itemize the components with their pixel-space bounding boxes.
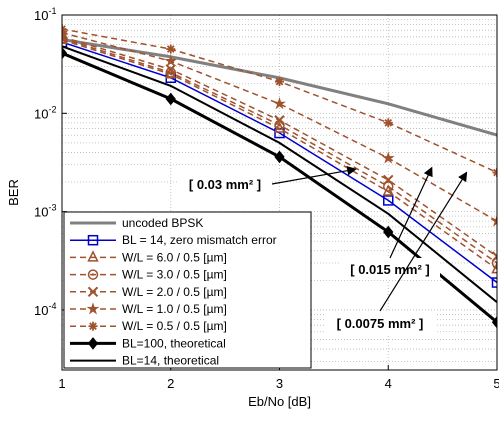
annotation-arrow — [379, 171, 468, 312]
data-point — [490, 214, 497, 227]
x-tick-label: 2 — [167, 376, 174, 391]
annotation-box — [340, 258, 440, 280]
data-point — [275, 77, 284, 87]
data-point — [164, 54, 178, 67]
legend-label: uncoded BPSK — [122, 216, 203, 230]
y-tick-label: 10-4 — [34, 301, 56, 318]
legend-label: W/L = 3.0 / 0.5 [µm] — [122, 268, 227, 282]
y-tick-label: 10-1 — [34, 6, 56, 23]
annotation-box — [179, 173, 271, 195]
y-tick-label: 10-2 — [34, 104, 56, 121]
data-point — [383, 181, 394, 192]
data-point — [383, 225, 394, 239]
legend-marker — [87, 269, 99, 280]
series-line — [62, 31, 497, 222]
annotation-label: [ 0.03 mm² ] — [189, 177, 261, 192]
legend-marker — [87, 337, 99, 350]
annotations: [ 0.03 mm² ] [ 0.015 mm² ] [ 0.0075 mm² ] — [179, 165, 468, 334]
series-line — [62, 39, 497, 270]
data-point — [383, 118, 393, 128]
legend: uncoded BPSK BL = 14, zero mismatch error… — [63, 211, 312, 369]
legend-label: W/L = 2.0 / 0.5 [µm] — [122, 285, 227, 299]
x-tick-label: 4 — [385, 376, 392, 391]
legend-label: W/L = 0.5 / 0.5 [µm] — [122, 319, 227, 333]
data-point — [383, 174, 394, 186]
data-point — [491, 277, 497, 288]
data-point — [165, 92, 176, 106]
legend-marker — [87, 250, 99, 262]
x-axis-label: Eb/No [dB] — [248, 394, 311, 409]
data-point — [273, 97, 286, 110]
legend-marker — [87, 234, 99, 246]
annotation-label: [ 0.015 mm² ] — [350, 262, 429, 277]
legend-label: W/L = 6.0 / 0.5 [µm] — [122, 250, 227, 264]
annotation-label: [ 0.0075 mm² ] — [337, 316, 424, 331]
data-point — [383, 195, 394, 206]
x-tick-label: 3 — [276, 376, 283, 391]
legend-marker — [88, 321, 98, 331]
data-point — [274, 115, 285, 126]
legend-marker — [86, 302, 100, 315]
legend-label: BL=14, theoretical — [122, 354, 219, 368]
data-point — [492, 168, 497, 178]
legend-marker — [87, 286, 99, 298]
data-point — [273, 121, 286, 133]
data-point — [491, 315, 497, 329]
annotation-arrow — [389, 166, 433, 259]
legend-label: BL=100, theoretical — [122, 336, 226, 350]
data-point — [166, 44, 176, 54]
y-tick-label: 10-3 — [34, 203, 56, 220]
annotation-box — [324, 312, 436, 334]
x-tick-label: 1 — [58, 376, 65, 391]
data-point — [381, 151, 395, 164]
data-point — [274, 150, 285, 164]
data-point — [62, 46, 68, 60]
annotation-arrow — [271, 165, 357, 185]
legend-label: W/L = 1.0 / 0.5 [µm] — [122, 302, 227, 316]
data-point — [491, 251, 497, 262]
data-point — [165, 64, 176, 75]
y-axis-label: BER — [6, 179, 21, 206]
legend-label: BL = 14, zero mismatch error — [122, 233, 277, 247]
series-line — [62, 45, 497, 303]
x-tick-label: 5 — [493, 376, 499, 391]
ticks: 1 2 3 4 5 10-1 10-2 10-3 10-4 — [34, 6, 499, 391]
series-line — [62, 41, 497, 284]
data-point — [491, 261, 497, 274]
